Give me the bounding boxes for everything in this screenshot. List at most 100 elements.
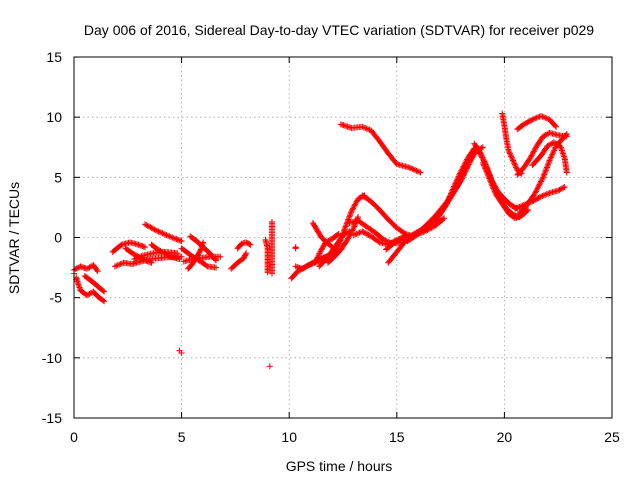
- data-point-marker: [543, 164, 550, 171]
- data-point-marker: [352, 200, 359, 207]
- data-point-marker: [156, 247, 163, 254]
- data-point-marker: [459, 164, 466, 171]
- data-point-marker: [544, 131, 551, 138]
- data-point-marker: [346, 212, 353, 219]
- data-point-marker: [412, 167, 419, 174]
- data-point-marker: [213, 257, 220, 264]
- data-point-marker: [134, 254, 141, 261]
- data-point-marker: [413, 167, 420, 174]
- data-point-marker: [410, 166, 417, 173]
- data-point-marker: [315, 253, 322, 260]
- data-point-marker: [349, 206, 356, 213]
- data-point-marker: [561, 183, 568, 190]
- data-point-marker: [350, 204, 357, 211]
- data-point-marker: [362, 124, 369, 131]
- y-axis-label: SDTVAR / TECUs: [6, 182, 22, 294]
- data-point-marker: [547, 141, 554, 148]
- data-point-marker: [546, 157, 553, 164]
- data-point-marker: [542, 191, 549, 198]
- data-point-marker: [351, 202, 358, 209]
- data-point-marker: [506, 150, 513, 157]
- data-point-marker: [489, 184, 496, 191]
- data-point-marker: [314, 254, 321, 261]
- data-point-marker: [117, 242, 124, 249]
- data-point-marker: [347, 210, 354, 217]
- series-isolated-points: [71, 270, 273, 370]
- data-point-marker: [352, 201, 359, 208]
- data-point-marker: [136, 253, 143, 260]
- data-point-marker: [135, 254, 142, 261]
- data-point-marker: [486, 175, 493, 182]
- data-point-marker: [522, 201, 529, 208]
- data-point-marker: [292, 245, 299, 252]
- data-point-marker: [537, 179, 544, 186]
- data-point-marker: [151, 226, 158, 233]
- series-arc-43: [292, 244, 299, 252]
- data-point-marker: [174, 250, 181, 257]
- data-point-marker: [492, 189, 499, 196]
- data-point-marker: [544, 163, 551, 170]
- data-point-marker: [488, 179, 495, 186]
- data-point-marker: [446, 193, 453, 200]
- data-point-marker: [342, 224, 349, 231]
- data-point-marker: [535, 182, 542, 189]
- data-point-marker: [101, 298, 108, 305]
- data-point-marker: [532, 115, 539, 122]
- data-point-marker: [336, 240, 343, 247]
- series-arc-14: [228, 250, 250, 272]
- y-tick-label: 10: [46, 109, 62, 125]
- data-point-marker: [554, 141, 561, 148]
- data-point-marker: [345, 234, 352, 241]
- data-point-marker: [512, 205, 519, 212]
- data-point-marker: [408, 165, 415, 172]
- data-point-marker: [454, 176, 461, 183]
- y-tick-label: -5: [50, 290, 63, 306]
- x-axis-label: GPS time / hours: [286, 458, 393, 474]
- data-point-marker: [359, 123, 366, 130]
- data-point-marker: [556, 186, 563, 193]
- data-point-marker: [548, 140, 555, 147]
- data-point-marker: [542, 114, 549, 121]
- data-point-marker: [531, 191, 538, 198]
- data-point-marker: [342, 223, 349, 230]
- data-point-marker: [159, 230, 166, 237]
- data-point-marker: [301, 264, 308, 271]
- data-point-marker: [350, 205, 357, 212]
- data-point-marker: [486, 176, 493, 183]
- data-point-marker: [543, 191, 550, 198]
- data-point-marker: [536, 181, 543, 188]
- data-point-marker: [353, 230, 360, 237]
- data-point-marker: [348, 209, 355, 216]
- data-point-marker: [508, 154, 515, 161]
- data-point-marker: [169, 234, 176, 241]
- data-point-marker: [117, 260, 124, 267]
- data-point-marker: [349, 227, 356, 234]
- data-point-marker: [511, 161, 518, 168]
- data-point-marker: [537, 193, 544, 200]
- data-point-marker: [154, 227, 161, 234]
- data-point-marker: [459, 175, 466, 182]
- data-point-marker: [178, 238, 185, 245]
- data-point-marker: [477, 150, 484, 157]
- data-point-marker: [316, 250, 323, 257]
- data-point-marker: [540, 114, 547, 121]
- x-tick-label: 0: [70, 429, 78, 445]
- data-point-marker: [532, 145, 539, 152]
- data-point-marker: [350, 232, 357, 239]
- data-point-marker: [348, 228, 355, 235]
- data-point-marker: [563, 169, 570, 176]
- data-point-marker: [160, 230, 167, 237]
- data-point-marker: [154, 246, 161, 253]
- data-point-marker: [308, 260, 315, 267]
- data-point-marker: [417, 169, 424, 176]
- data-point-marker: [547, 156, 554, 163]
- data-point-marker: [158, 229, 165, 236]
- data-point-marker: [477, 151, 484, 158]
- data-point-marker: [346, 213, 353, 220]
- y-tick-label: 0: [54, 230, 62, 246]
- data-point-marker: [317, 249, 324, 256]
- data-point-marker: [449, 186, 456, 193]
- data-point-marker: [345, 216, 352, 223]
- data-point-marker: [515, 204, 522, 211]
- y-tick-label: -15: [42, 410, 62, 426]
